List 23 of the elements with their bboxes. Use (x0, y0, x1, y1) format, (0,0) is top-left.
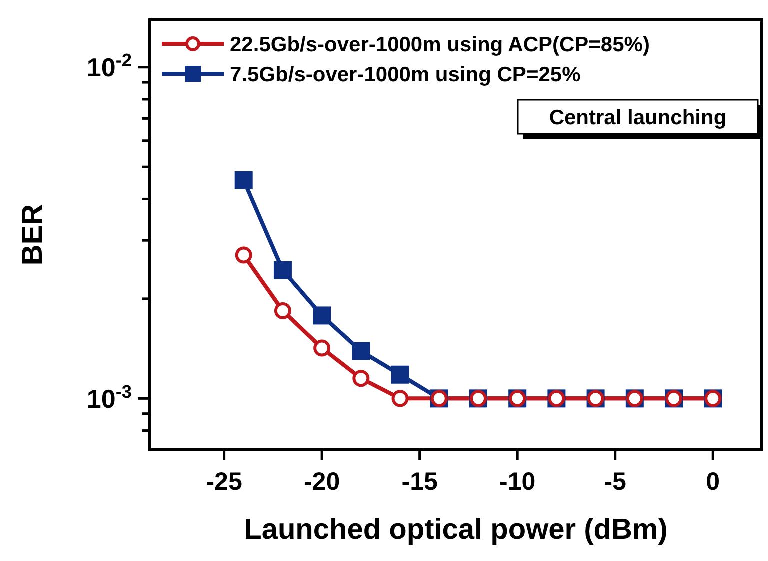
legend-label: 7.5Gb/s-over-1000m using CP=25% (230, 63, 582, 86)
point (392, 390, 409, 408)
annotation: Central launching (549, 106, 727, 130)
point (274, 261, 292, 280)
y-tick-label: 10$^{-3}$ (86, 382, 132, 414)
point (234, 171, 253, 190)
point (352, 370, 370, 388)
y-axis-title: BER (17, 204, 49, 266)
y-tick-label: 10$^{-2}$ (86, 50, 132, 82)
x-axis-title: Launched optical power (dBm) (244, 514, 668, 546)
point (352, 342, 370, 360)
x-tick-label: -20 (304, 468, 340, 496)
x-tick-label: 0 (706, 468, 720, 496)
point (274, 302, 292, 320)
x-tick-label: -25 (206, 468, 242, 496)
legend-label: 22.5Gb/s-over-1000m using ACP(CP=85%) (230, 33, 650, 56)
x-tick-label: -5 (604, 468, 627, 496)
x-tick-label: -10 (500, 468, 536, 496)
point (314, 340, 331, 357)
point (235, 246, 252, 264)
point (313, 306, 332, 325)
point (391, 366, 410, 384)
x-tick-label: -15 (402, 468, 438, 496)
